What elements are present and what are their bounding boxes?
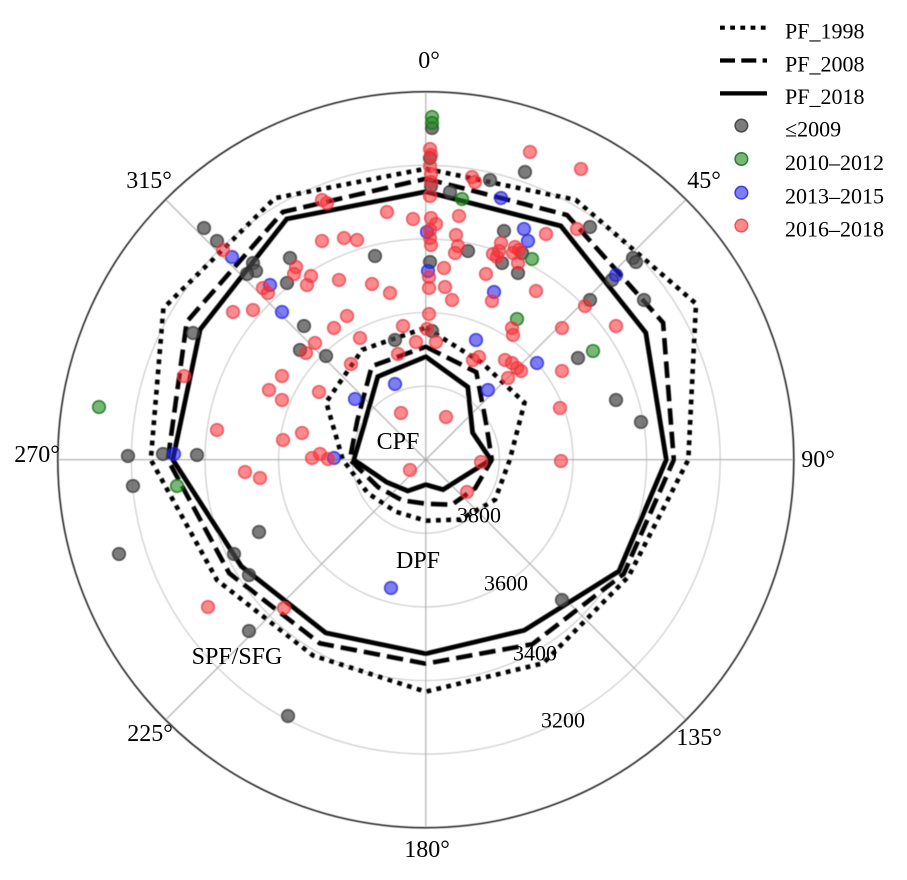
svg-text:SPF/SFG: SPF/SFG (192, 644, 283, 670)
svg-text:225°: 225° (127, 721, 173, 747)
svg-text:CPF: CPF (377, 429, 420, 455)
svg-text:PF_2018: PF_2018 (785, 84, 864, 109)
svg-text:0°: 0° (418, 48, 440, 74)
svg-text:≤2009: ≤2009 (785, 116, 841, 141)
svg-text:DPF: DPF (396, 548, 440, 574)
svg-text:PF_1998: PF_1998 (785, 19, 864, 44)
svg-text:3800: 3800 (457, 503, 501, 528)
svg-text:PF_2008: PF_2008 (785, 51, 864, 76)
svg-text:135°: 135° (676, 725, 722, 751)
svg-text:2013–2015: 2013–2015 (785, 184, 884, 209)
svg-text:45°: 45° (687, 168, 721, 194)
svg-text:2016–2018: 2016–2018 (785, 216, 884, 241)
svg-text:180°: 180° (404, 837, 450, 863)
svg-text:2010–2012: 2010–2012 (785, 150, 884, 175)
svg-text:3400: 3400 (513, 641, 557, 666)
svg-text:270°: 270° (14, 442, 60, 468)
svg-text:3200: 3200 (541, 708, 585, 733)
svg-text:315°: 315° (126, 168, 172, 194)
svg-text:3600: 3600 (484, 571, 528, 596)
svg-text:90°: 90° (801, 447, 835, 473)
